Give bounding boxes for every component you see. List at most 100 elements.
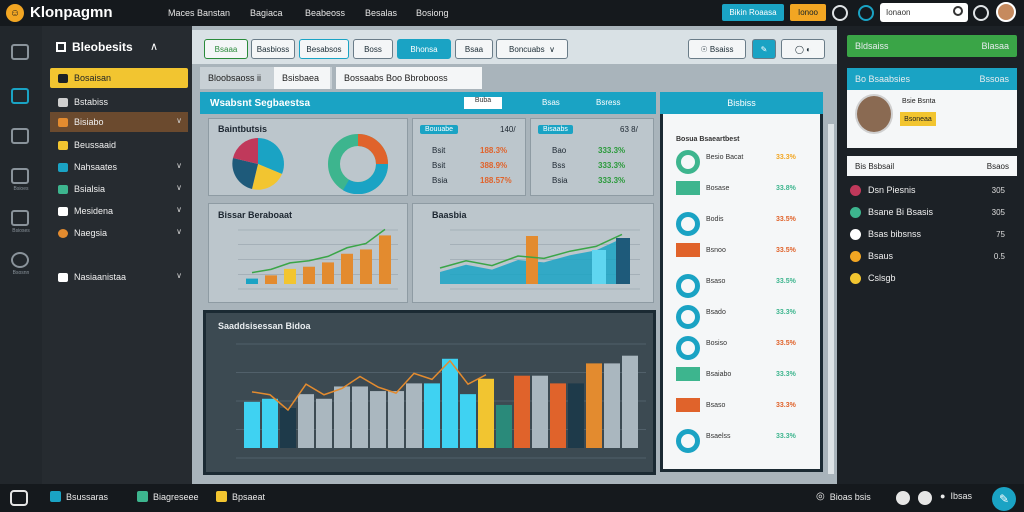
tab-dropdown[interactable]: Boncuabs ∨ — [496, 39, 568, 59]
metric-name: Bosase — [706, 185, 730, 192]
widget-toggle[interactable]: Bsas — [542, 98, 560, 107]
sidebar-item[interactable]: Mesidena ∨ — [50, 201, 188, 221]
bottom-status-label: Bioas bsis — [829, 491, 871, 502]
back-icon[interactable] — [896, 491, 910, 505]
tab[interactable]: Bsaaa — [204, 39, 248, 59]
scrollbar[interactable] — [828, 124, 834, 474]
toggle-icon[interactable]: ◯ ◐ — [781, 39, 825, 59]
sidebar-title: Bleobesits — [72, 40, 133, 54]
edit-fab-icon[interactable]: ✎ — [992, 487, 1016, 511]
chevron-down-icon[interactable]: ∨ — [176, 116, 182, 125]
topnav-item[interactable]: Bagiaca — [250, 8, 283, 18]
sidebar-item[interactable]: Nasiaanistaa ∨ — [50, 267, 188, 287]
search-input[interactable]: Ionaon — [880, 3, 968, 22]
chevron-down-icon[interactable]: ∨ — [176, 271, 182, 280]
widget-toggle[interactable]: Bsress — [596, 98, 621, 107]
sidebar-item-label: Bsialsia — [74, 184, 106, 194]
chevron-down-icon[interactable]: ∨ — [176, 183, 182, 192]
side-list-item[interactable]: Bsaus 0.5 — [850, 246, 1015, 266]
sidebar-item[interactable]: Naegsia ∨ — [50, 223, 188, 243]
secondary-action-button[interactable]: Ionoo — [790, 4, 826, 21]
sidebar-item[interactable]: Beussaaid — [50, 135, 188, 155]
card-icon — [58, 206, 68, 216]
topnav-item[interactable]: Besalas — [365, 8, 398, 18]
chart-icon[interactable] — [11, 88, 29, 104]
edit-icon[interactable]: ✎ — [752, 39, 776, 59]
topnav-item[interactable]: Beabeoss — [305, 8, 346, 18]
bag-icon[interactable] — [11, 44, 29, 60]
metric-thumb-icon — [676, 274, 700, 298]
chart-title: Saaddsisessan Bidoa — [218, 321, 311, 331]
bottom-item[interactable]: Biagreseee — [137, 491, 199, 502]
stack-icon[interactable] — [10, 490, 28, 506]
search-icon[interactable] — [953, 6, 963, 16]
tab-active[interactable]: Bhonsa — [397, 39, 451, 59]
sidebar-item-active[interactable]: Bosaisan — [50, 68, 188, 88]
puzzle-icon[interactable] — [858, 5, 874, 21]
chevron-down-icon[interactable]: ∨ — [176, 227, 182, 236]
widget-select[interactable]: Buba — [464, 97, 502, 109]
chart-bar — [352, 386, 368, 448]
metric-value: 33.5% — [776, 278, 796, 285]
chevron-down-icon[interactable]: ∨ — [176, 205, 182, 214]
chart-bar — [442, 358, 458, 448]
profile-badge[interactable]: Bsoneaa — [900, 112, 936, 126]
item-value: 0.5 — [993, 251, 1005, 261]
side-list-item[interactable]: Bsane Bi Bsasis 305 — [850, 202, 1015, 222]
topnav-item[interactable]: Bosiong — [416, 8, 449, 18]
chart-bar — [322, 262, 334, 284]
subtab[interactable]: Bsisbaea — [274, 67, 330, 89]
sidebar-item-label: Nahsaates — [74, 162, 118, 172]
sidebar-item[interactable]: Bsialsia ∨ — [50, 179, 188, 199]
chart-bar — [424, 383, 440, 448]
tab[interactable]: Besabsos — [299, 39, 349, 59]
circle-icon[interactable] — [11, 252, 29, 268]
file-icon — [58, 97, 68, 107]
card-title: Baintbutsis — [218, 124, 268, 134]
pie-charts — [232, 134, 388, 194]
sidebar-item[interactable]: Nahsaates ∨ — [50, 157, 188, 177]
chart-bar — [514, 375, 530, 448]
topnav-item[interactable]: Maces Banstan — [168, 8, 231, 18]
tab[interactable]: Boss — [353, 39, 393, 59]
tab[interactable]: Basbioss — [251, 39, 295, 59]
bottom-item[interactable]: Bpsaeat — [216, 491, 265, 502]
home-icon[interactable] — [11, 128, 29, 144]
avatar[interactable] — [996, 2, 1016, 22]
status-dot-icon: ● — [940, 491, 946, 501]
record-icon[interactable] — [918, 491, 932, 505]
side-list-item[interactable]: Dsn Piesnis 305 — [850, 180, 1015, 200]
chart-bar — [550, 383, 566, 448]
grid-icon[interactable] — [11, 168, 29, 184]
chart-bar — [592, 250, 606, 284]
sidebar-item[interactable]: Bisiabo ∨ — [50, 112, 188, 132]
primary-action-button[interactable]: Bikin Roaasa — [722, 4, 784, 21]
tab[interactable]: Bsaa — [455, 39, 493, 59]
side-list-item[interactable]: Bsas bibsnss 75 — [850, 224, 1015, 244]
caret-up-icon[interactable]: ∧ — [150, 41, 159, 53]
item-icon — [850, 206, 861, 218]
metric-value: 33.5% — [776, 216, 796, 223]
chart-bar — [316, 398, 332, 448]
metric-name: Bsaelss — [706, 433, 731, 440]
chevron-down-icon[interactable]: ∨ — [176, 161, 182, 170]
status-banner[interactable]: Bldsaiss Blasaa — [847, 35, 1017, 57]
notification-icon[interactable] — [973, 5, 989, 21]
bar-chart-card — [208, 203, 408, 303]
item-icon — [850, 228, 861, 240]
banner-label: Bldsaiss — [855, 41, 889, 51]
subtab[interactable]: Bossaabs Boo Bbrobooss — [336, 67, 482, 89]
list-header-label: Bis Bsbsail — [855, 161, 895, 171]
bottom-item[interactable]: Bsussaras — [50, 491, 108, 502]
box-icon[interactable] — [11, 210, 29, 226]
sidebar-item[interactable]: Bstabiss — [50, 92, 188, 112]
toolbar-button[interactable]: ☉ Bsaiss — [688, 39, 746, 59]
side-list-item[interactable]: Cslsgb — [850, 268, 1015, 288]
stat-label: Bsit — [432, 161, 446, 170]
chart-bar — [284, 268, 296, 284]
app-logo-icon[interactable]: ☺ — [6, 4, 24, 22]
top-bar — [0, 0, 1024, 26]
settings-icon[interactable] — [832, 5, 848, 21]
item-value: 75 — [996, 229, 1005, 239]
profile-header-label: Bo Bsaabsies — [855, 74, 911, 84]
